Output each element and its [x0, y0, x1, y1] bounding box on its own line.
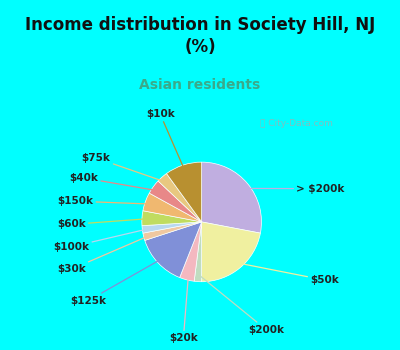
Text: $75k: $75k	[82, 153, 167, 182]
Wedge shape	[142, 222, 202, 233]
Text: $60k: $60k	[57, 219, 149, 229]
Wedge shape	[143, 222, 202, 240]
Text: Income distribution in Society Hill, NJ
(%): Income distribution in Society Hill, NJ …	[25, 16, 375, 56]
Wedge shape	[149, 181, 202, 222]
Text: $20k: $20k	[169, 273, 198, 343]
Wedge shape	[158, 174, 202, 222]
Wedge shape	[202, 222, 260, 282]
Text: > $200k: > $200k	[242, 184, 345, 194]
Text: $200k: $200k	[198, 274, 284, 335]
Text: $125k: $125k	[70, 258, 163, 306]
Wedge shape	[142, 211, 202, 226]
Text: $100k: $100k	[53, 229, 150, 252]
Wedge shape	[166, 162, 202, 222]
Wedge shape	[145, 222, 202, 278]
Text: ⓘ City-Data.com: ⓘ City-Data.com	[260, 119, 333, 128]
Text: $50k: $50k	[235, 262, 339, 285]
Wedge shape	[202, 162, 262, 233]
Text: $30k: $30k	[57, 235, 151, 274]
Text: $40k: $40k	[69, 173, 159, 191]
Wedge shape	[194, 222, 202, 282]
Wedge shape	[180, 222, 202, 281]
Text: $10k: $10k	[146, 109, 186, 172]
Wedge shape	[143, 193, 202, 222]
Text: $150k: $150k	[58, 196, 152, 206]
Text: Asian residents: Asian residents	[139, 78, 261, 92]
